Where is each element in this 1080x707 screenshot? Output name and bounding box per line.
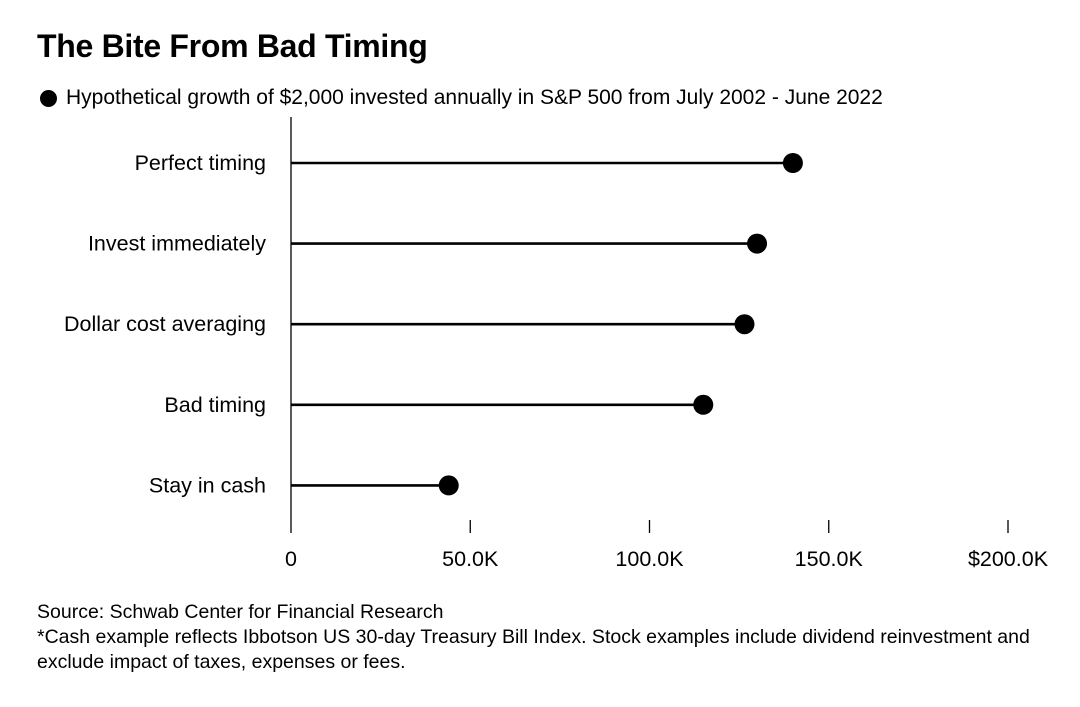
- lollipop-dot: [782, 153, 803, 173]
- category-label: Dollar cost averaging: [64, 312, 266, 336]
- footnote: *Cash example reflects Ibbotson US 30-da…: [37, 626, 1030, 673]
- lollipop-dot: [438, 475, 459, 496]
- x-tick-label: $200.0K: [968, 547, 1049, 571]
- x-tick-label: 150.0K: [795, 547, 864, 571]
- chart-title: The Bite From Bad Timing: [37, 28, 428, 64]
- category-label: Stay in cash: [149, 473, 266, 497]
- x-tick-label: 50.0K: [442, 547, 499, 571]
- x-tick-label: 0: [285, 547, 297, 571]
- source-note: Source: Schwab Center for Financial Rese…: [37, 601, 444, 623]
- legend-label: Hypothetical growth of $2,000 invested a…: [66, 86, 883, 109]
- category-label: Bad timing: [164, 393, 266, 417]
- lollipop-chart: 0 50.0K 100.0K 150.0K $200.0K Perfect timing I…: [64, 117, 1049, 571]
- lollipop-dot: [747, 233, 768, 254]
- x-tick-label: 100.0K: [615, 547, 684, 571]
- category-label: Perfect timing: [135, 151, 266, 175]
- lollipop-dot: [734, 314, 755, 335]
- chart-footer: Source: Schwab Center for Financial Rese…: [37, 600, 1047, 675]
- chart-legend: Hypothetical growth of $2,000 invested a…: [40, 86, 883, 110]
- legend-marker-icon: [40, 89, 57, 107]
- lollipop-dot: [693, 394, 714, 415]
- category-label: Invest immediately: [88, 232, 266, 256]
